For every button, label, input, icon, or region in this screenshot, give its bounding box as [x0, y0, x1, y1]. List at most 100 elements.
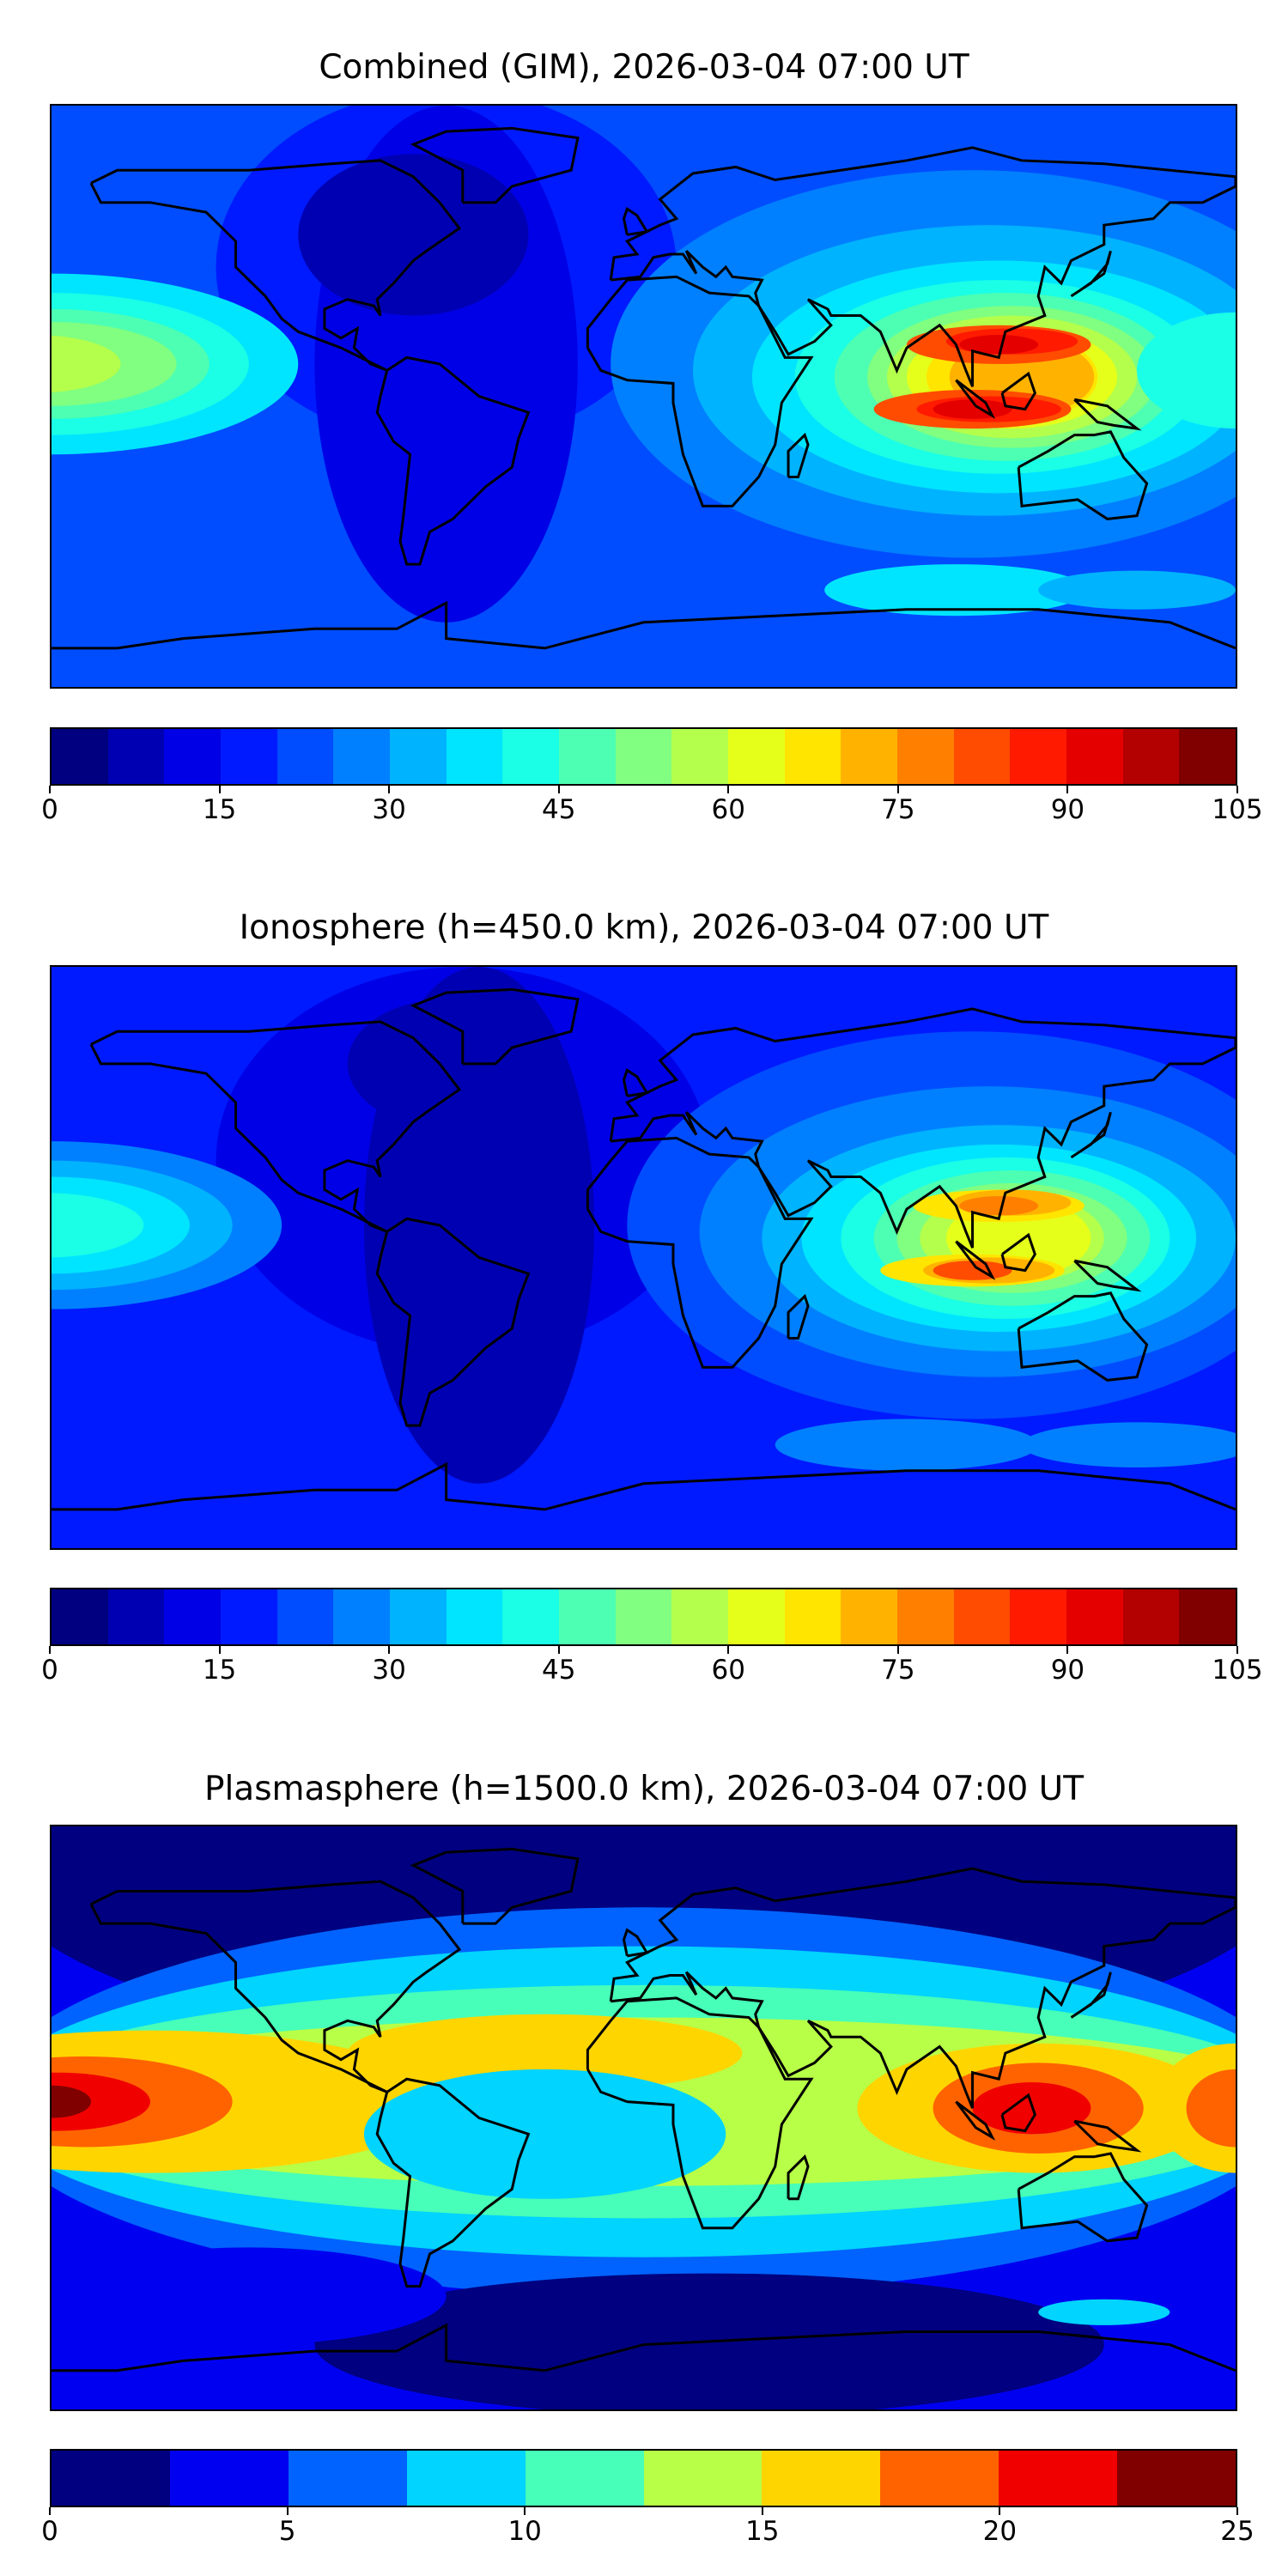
coastline-south-america — [377, 357, 528, 564]
coastline-greenland — [413, 128, 578, 203]
colorbar-bin — [762, 2451, 881, 2506]
colorbar-tick-label: 0 — [41, 2516, 58, 2547]
colorbar-bin — [897, 1589, 954, 1644]
colorbar-bin — [52, 1589, 108, 1644]
coastline-antarctica — [52, 603, 1236, 648]
contour-level-region — [959, 335, 1039, 355]
contour-level-region — [1038, 570, 1236, 610]
coastline-madagascar — [788, 2157, 808, 2199]
colorbar-bin — [446, 729, 503, 784]
coastline-africa — [587, 276, 811, 506]
colorbar-tick-mark — [1066, 786, 1069, 793]
colorbar-bin — [390, 1589, 447, 1644]
contour-field — [52, 967, 1236, 1548]
contour-level-region — [347, 999, 545, 1129]
coastline-eurasia — [611, 1009, 1236, 1248]
contour-level-region — [363, 2069, 726, 2199]
colorbar-tick-mark — [1236, 2507, 1238, 2515]
colorbar-tick-mark — [1066, 1646, 1069, 1654]
coastline-australia — [1018, 432, 1146, 519]
colorbar-bin — [169, 2451, 289, 2506]
contour-field — [52, 106, 1236, 687]
coastline-greenland — [413, 989, 578, 1064]
contour-level-region — [1038, 2299, 1170, 2325]
coastline-africa — [587, 1998, 811, 2228]
panel-title-plasmasphere: Plasmasphere (h=1500.0 km), 2026-03-04 0… — [204, 1770, 1084, 1808]
colorbar-bin — [502, 729, 560, 784]
colorbar-tick-label: 5 — [278, 2516, 296, 2547]
coastline-japan — [1071, 1972, 1110, 2018]
coastline-australia — [1018, 1293, 1146, 1381]
colorbar-bin — [502, 1589, 560, 1644]
colorbar-bin — [333, 1589, 391, 1644]
colorbar-tick-mark — [1236, 786, 1238, 793]
colorbar-tick-label: 15 — [202, 1655, 237, 1686]
colorbar-tick-mark — [896, 1646, 899, 1654]
colorbar-bin — [841, 729, 898, 784]
colorbar-tick-mark — [49, 1646, 51, 1654]
contour-level-region — [1186, 2069, 1236, 2148]
coastline-japan — [1071, 1112, 1110, 1157]
colorbar-bin — [164, 729, 222, 784]
contour-level-region — [775, 1419, 1039, 1471]
colorbar-tick-mark — [557, 1646, 560, 1654]
colorbar-bin — [52, 2451, 170, 2506]
colorbar-bin — [1066, 729, 1123, 784]
colorbar-tick-mark — [557, 786, 560, 793]
coastline-borneo — [1002, 1235, 1035, 1270]
colorbar-bin — [221, 729, 277, 784]
colorbar-bin — [1010, 1589, 1067, 1644]
colorbar-bin — [784, 1589, 841, 1644]
contour-level-region — [959, 1196, 1039, 1216]
colorbar-bin — [333, 729, 391, 784]
colorbar-bin — [615, 729, 672, 784]
colorbar-bin — [221, 1589, 277, 1644]
colorbar-ticks-plasmasphere: 0 5 10 15 20 25 — [41, 2507, 1255, 2550]
coastline-north-america — [91, 1022, 459, 1231]
coastline-eurasia — [611, 148, 1236, 386]
contour-level-region — [824, 564, 1088, 617]
colorbar-tick-label: 60 — [711, 1655, 746, 1686]
colorbar-bin — [107, 1589, 165, 1644]
panel-title-ionosphere: Ionosphere (h=450.0 km), 2026-03-04 07:0… — [239, 908, 1049, 947]
contour-level-region — [52, 2072, 150, 2131]
colorbar-ionosphere — [50, 1588, 1237, 1646]
colorbar-bin — [841, 1589, 898, 1644]
colorbar-tick-label: 25 — [1220, 2516, 1255, 2547]
colorbar-bin — [559, 1589, 616, 1644]
colorbar-bin — [164, 1589, 222, 1644]
colorbar-tick-mark — [388, 1646, 391, 1654]
colorbar-bin — [52, 729, 108, 784]
colorbar-tick-label: 0 — [41, 794, 58, 825]
coastline-new-guinea — [1074, 1261, 1137, 1290]
colorbar-plasmasphere — [50, 2449, 1237, 2507]
map-combined — [50, 104, 1237, 689]
colorbar-tick-mark — [218, 1646, 221, 1654]
colorbar-bin — [671, 729, 729, 784]
coastline-britain — [624, 209, 647, 234]
map-ionosphere — [50, 965, 1237, 1550]
colorbar-tick-mark — [999, 2507, 1001, 2515]
colorbar-bin — [1117, 2451, 1236, 2506]
colorbar-tick-label: 105 — [1212, 1655, 1263, 1686]
colorbar-bin — [671, 1589, 729, 1644]
panel-title-combined: Combined (GIM), 2026-03-04 07:00 UT — [319, 48, 969, 87]
colorbar-tick-mark — [49, 786, 51, 793]
colorbar-bin — [559, 729, 616, 784]
colorbar-tick-label: 0 — [41, 1655, 58, 1686]
contour-level-region — [52, 335, 121, 393]
coastline-new-guinea — [1074, 399, 1137, 428]
colorbar-bin — [643, 2451, 762, 2506]
colorbar-tick-mark — [524, 2507, 526, 2515]
coastline-britain — [624, 1070, 647, 1096]
coastline-madagascar — [788, 1297, 808, 1339]
coastline-new-guinea — [1074, 2121, 1137, 2150]
colorbar-tick-label: 15 — [745, 2516, 780, 2547]
coastline-japan — [1071, 251, 1110, 296]
colorbar-bin — [446, 1589, 503, 1644]
colorbar-bin — [784, 729, 841, 784]
colorbar-tick-label: 30 — [372, 794, 406, 825]
colorbar-bin — [288, 2451, 407, 2506]
colorbar-tick-label: 15 — [202, 794, 237, 825]
